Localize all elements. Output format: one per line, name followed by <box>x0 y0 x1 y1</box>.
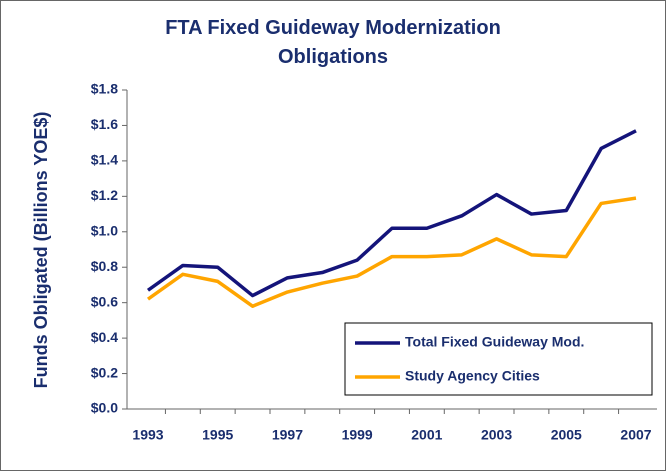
y-tick-label: $0.4 <box>91 329 118 345</box>
x-tick-label: 1993 <box>132 427 163 443</box>
y-tick-label: $1.8 <box>91 81 118 97</box>
legend-box <box>344 322 653 396</box>
y-tick-label: $0.0 <box>91 400 118 416</box>
legend-label: Study Agency Cities <box>405 368 540 384</box>
x-tick-label: 2005 <box>551 427 582 443</box>
chart-title: FTA Fixed Guideway Modernization Obligat… <box>165 17 501 68</box>
series-line <box>146 196 637 308</box>
y-tick-label: $0.6 <box>91 293 118 309</box>
y-tick-label: $0.2 <box>91 364 118 380</box>
x-tick-label: 1999 <box>342 427 373 443</box>
y-tick-label: $1.6 <box>91 116 118 132</box>
y-tick-label: $1.0 <box>91 222 118 238</box>
series-line <box>146 129 637 298</box>
x-tick-label: 1997 <box>272 427 303 443</box>
y-tick-label: $1.2 <box>91 187 118 203</box>
x-tick-label: 1995 <box>202 427 233 443</box>
x-tick-label: 2001 <box>411 427 442 443</box>
y-axis-label: Funds Obligated (Billions YOE$) <box>31 112 51 389</box>
x-tick-label: 2003 <box>481 427 512 443</box>
y-tick-label: $0.8 <box>91 258 118 274</box>
y-tick-label: $1.4 <box>91 152 118 168</box>
legend-label: Total Fixed Guideway Mod. <box>405 334 584 350</box>
x-tick-label: 2007 <box>620 427 651 443</box>
